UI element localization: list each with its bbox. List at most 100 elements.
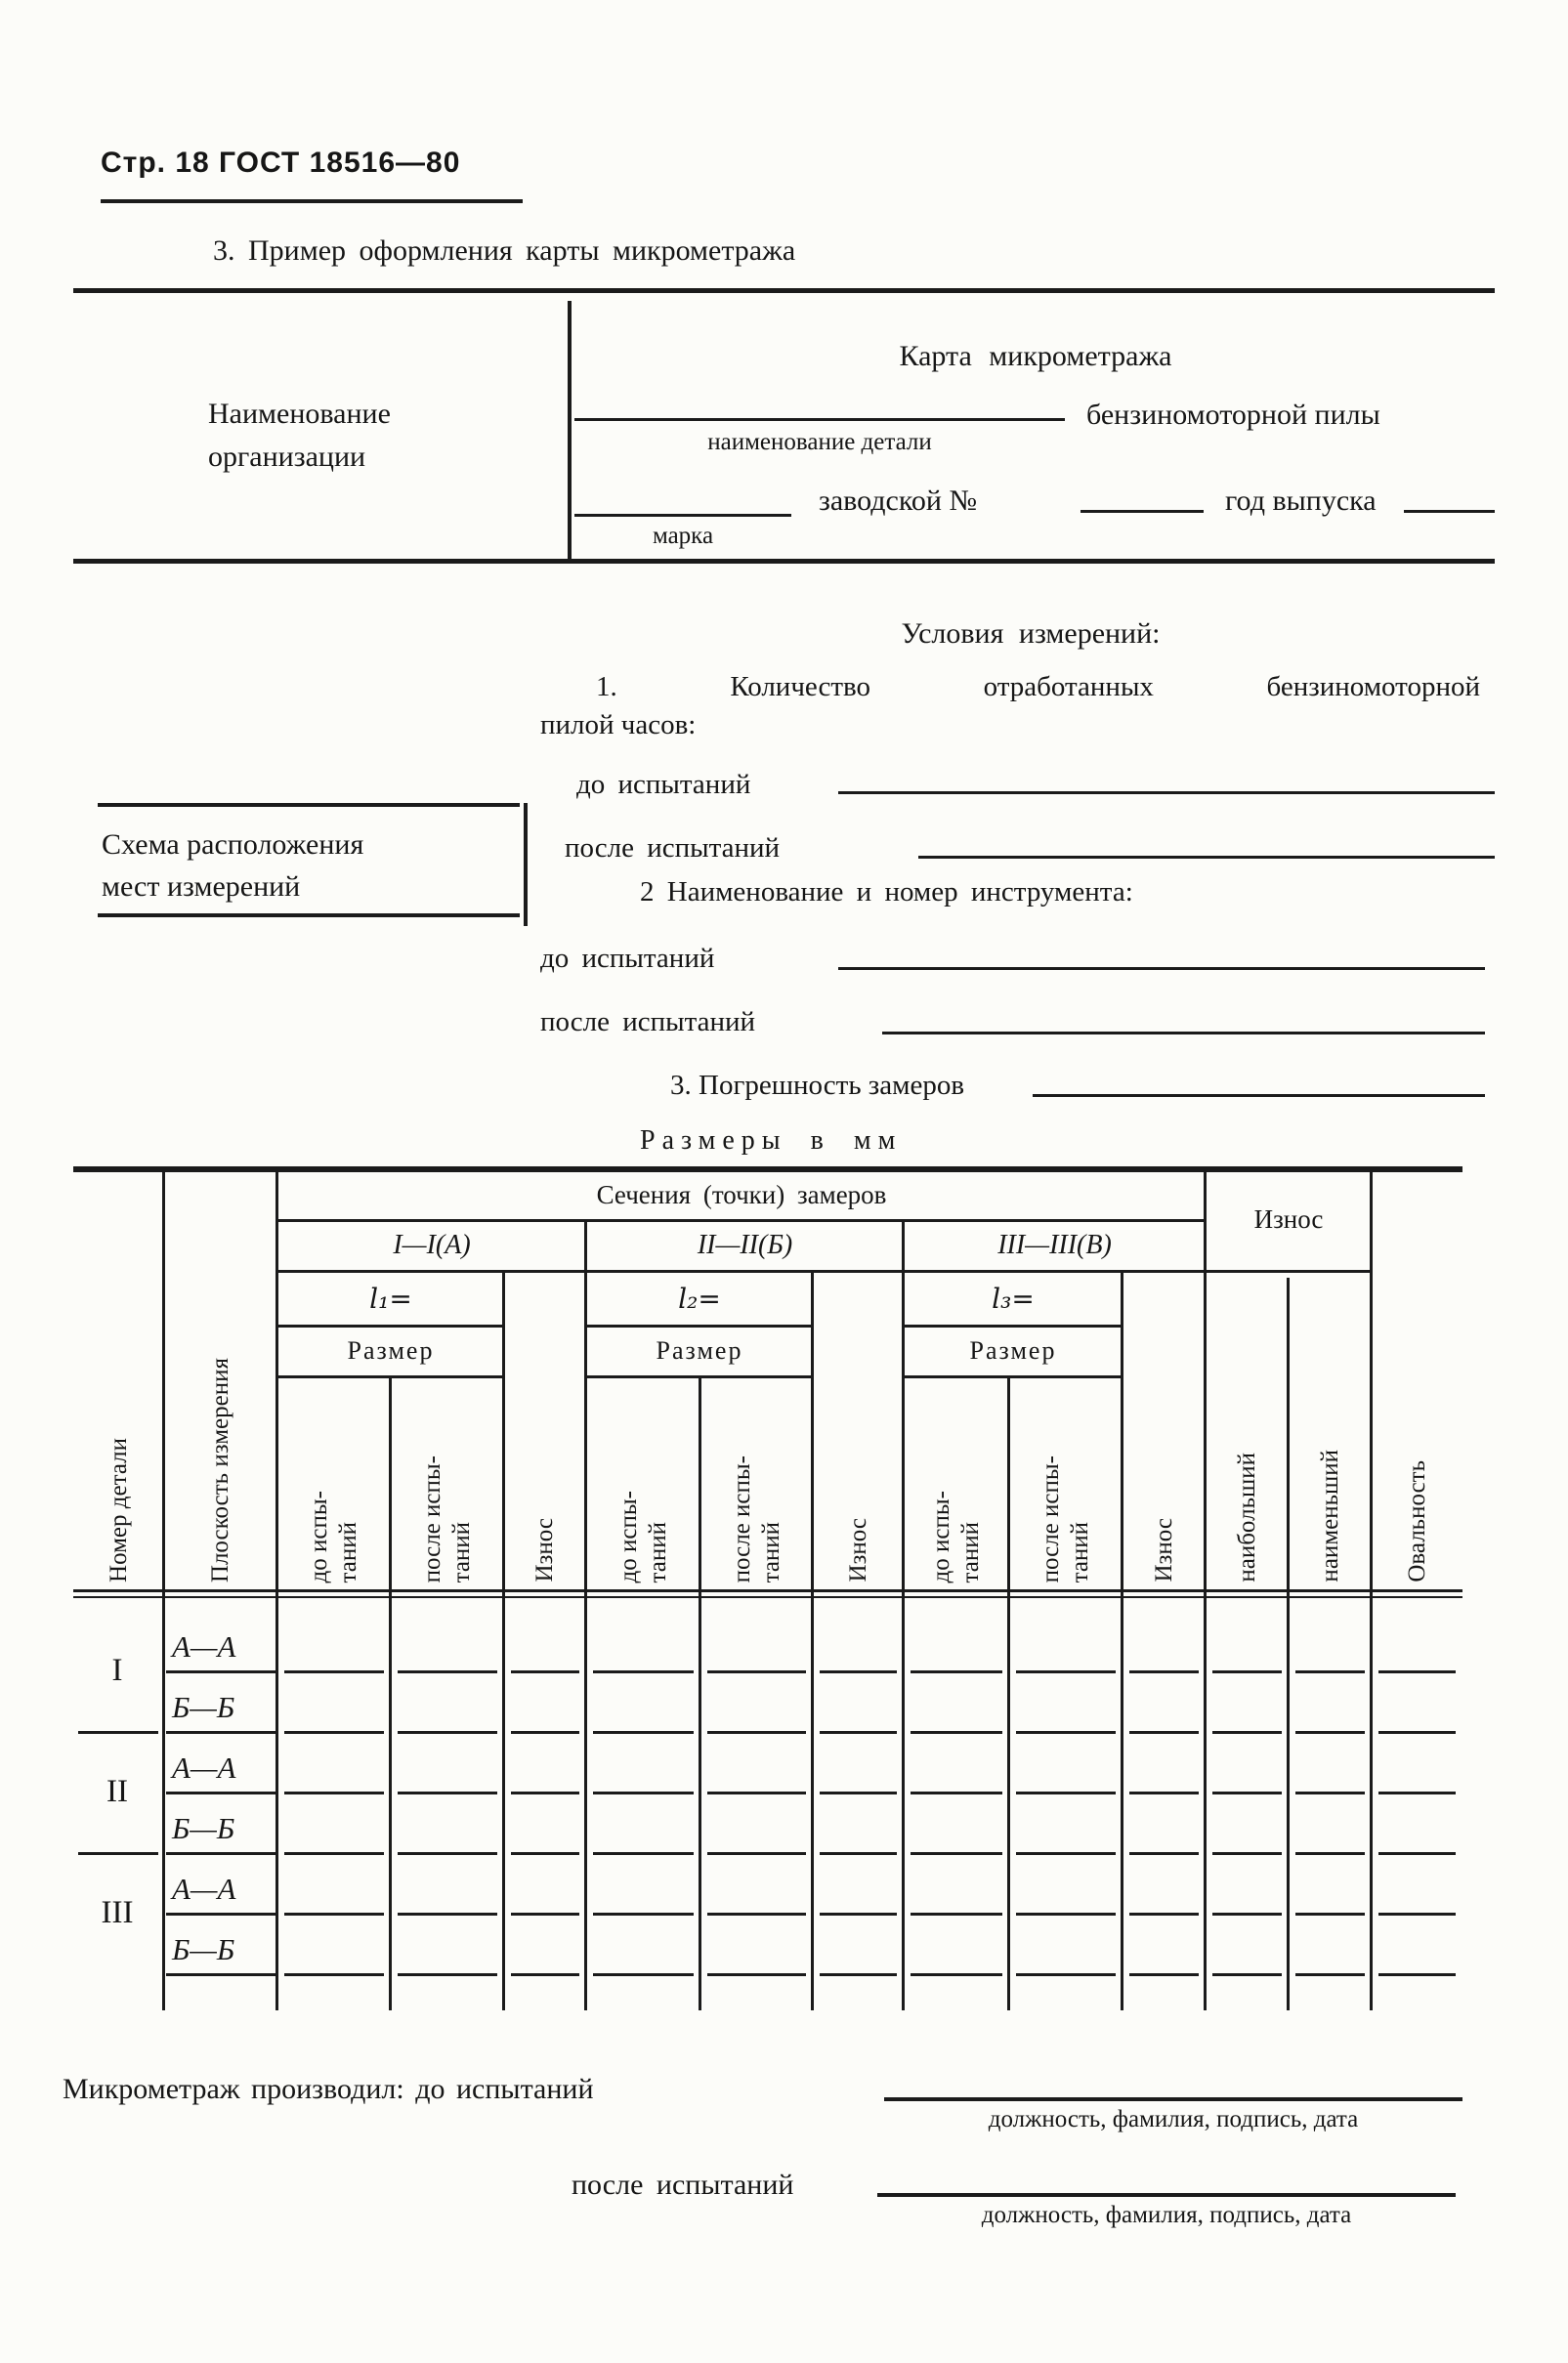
cell-fill-line <box>1129 1670 1199 1673</box>
grid-vline <box>902 1219 905 2010</box>
cell-fill-line <box>511 1792 579 1794</box>
cell-fill-line <box>593 1792 694 1794</box>
cell-fill-line <box>593 1731 694 1734</box>
cell-fill-line <box>1295 1670 1365 1673</box>
detail-value: бензиномоторной пилы <box>1086 399 1380 431</box>
cell-fill-line <box>1129 1731 1199 1734</box>
cell-fill-line <box>1295 1913 1365 1916</box>
grid-vline <box>1204 1167 1207 2010</box>
cell-fill-line <box>911 1792 1002 1794</box>
org-name: Наименование организации <box>208 398 391 473</box>
cell-fill-line <box>1378 1973 1456 1976</box>
mark-caption: марка <box>652 523 714 549</box>
units-note: Размеры в мм <box>640 1125 903 1156</box>
col-before-1: до испы- таний <box>306 1490 361 1582</box>
form-rule-bottom <box>73 559 1495 564</box>
section-name-3: III—III(В) <box>997 1230 1112 1260</box>
table-top-rule <box>73 1166 1462 1172</box>
cell-fill-line <box>1129 1973 1199 1976</box>
cell-fill-line <box>1378 1913 1456 1916</box>
table-hline <box>904 1325 1123 1328</box>
cell-fill-line <box>707 1670 806 1673</box>
grid-vline <box>1007 1375 1010 2010</box>
table-double-rule-1 <box>73 1589 1462 1592</box>
cell-fill-line <box>593 1913 694 1916</box>
cell-fill-line <box>593 1973 694 1976</box>
size-cell-2: Размер <box>656 1336 743 1365</box>
cell-fill-line <box>593 1852 694 1855</box>
sign-fill-line-2 <box>877 2193 1456 2197</box>
plane-label: Б—Б <box>172 1690 235 1724</box>
l3-cell: l₃= <box>992 1282 1035 1315</box>
cell-fill-line <box>284 1731 384 1734</box>
row-line <box>166 1852 275 1855</box>
after-label-1: после испытаний <box>565 832 781 864</box>
cell-fill-line <box>398 1731 497 1734</box>
sign-fill-line-1 <box>884 2097 1462 2101</box>
before-label-1: до испытаний <box>576 769 751 800</box>
section-name-2: II—II(Б) <box>697 1230 793 1260</box>
grid-vline <box>1370 1167 1373 2010</box>
cell-fill-line <box>911 1913 1002 1916</box>
cell-fill-line <box>1016 1731 1116 1734</box>
item3-fill-line <box>1033 1094 1485 1097</box>
cell-fill-line <box>1378 1731 1456 1734</box>
cell-fill-line <box>511 1913 579 1916</box>
col-wear-1: Износ <box>531 1518 558 1582</box>
cell-fill-line <box>707 1913 806 1916</box>
conditions-item1-line1: 1. Количество отработанных бензиномоторн… <box>596 671 1480 702</box>
cell-fill-line <box>1129 1913 1199 1916</box>
cell-fill-line <box>1295 1973 1365 1976</box>
factory-no-fill-line <box>1081 510 1204 513</box>
plane-label: Б—Б <box>172 1811 235 1845</box>
cell-fill-line <box>593 1670 694 1673</box>
cell-fill-line <box>1016 1792 1116 1794</box>
table-hline <box>277 1325 504 1328</box>
year-label: год выпуска <box>1225 485 1377 517</box>
after-label-2: после испытаний <box>540 1006 756 1037</box>
cell-fill-line <box>707 1792 806 1794</box>
factory-no-label: заводской № <box>819 485 978 517</box>
before-fill-line-2 <box>838 967 1485 970</box>
cell-fill-line <box>1295 1852 1365 1855</box>
cell-fill-line <box>911 1670 1002 1673</box>
conditions-item3: 3. Погрешность замеров <box>670 1070 965 1101</box>
col-after-1: после испы- таний <box>419 1455 475 1582</box>
row-group-III: III <box>101 1894 134 1930</box>
detail-caption: наименование детали <box>707 429 932 455</box>
cell-fill-line <box>1378 1852 1456 1855</box>
plane-label: Б—Б <box>172 1932 235 1966</box>
card-title: Карта микрометража <box>899 340 1172 372</box>
plane-label: А—А <box>172 1629 236 1664</box>
col-part-no: Номер детали <box>105 1438 132 1582</box>
grid-vline <box>389 1375 392 2010</box>
cell-fill-line <box>1212 1670 1282 1673</box>
cell-fill-line <box>820 1852 897 1855</box>
form-rule-top <box>73 288 1495 293</box>
cell-fill-line <box>398 1973 497 1976</box>
conditions-title: Условия измерений: <box>901 617 1161 650</box>
cell-fill-line <box>511 1852 579 1855</box>
after-fill-line-1 <box>918 856 1495 859</box>
table-hline <box>904 1375 1123 1378</box>
col-plane: Плоскость измерения <box>207 1357 233 1582</box>
cell-fill-line <box>1129 1792 1199 1794</box>
performed-label: Микрометраж производил: до испытаний <box>63 2073 594 2105</box>
cell-fill-line <box>1378 1792 1456 1794</box>
cell-fill-line <box>398 1852 497 1855</box>
cell-fill-line <box>398 1670 497 1673</box>
cell-fill-line <box>820 1973 897 1976</box>
group-sep-line <box>78 1731 158 1734</box>
cell-fill-line <box>820 1731 897 1734</box>
after-fill-line-2 <box>882 1032 1485 1034</box>
row-line <box>166 1973 275 1976</box>
table-hline <box>277 1270 1372 1273</box>
cell-fill-line <box>1016 1670 1116 1673</box>
before-fill-line-1 <box>838 791 1495 794</box>
cell-fill-line <box>398 1913 497 1916</box>
cell-fill-line <box>707 1973 806 1976</box>
scheme-box-bottom <box>98 913 520 917</box>
col-before-3: до испы- таний <box>928 1490 984 1582</box>
section-name-1: I—I(А) <box>393 1230 471 1260</box>
row-line <box>166 1670 275 1673</box>
